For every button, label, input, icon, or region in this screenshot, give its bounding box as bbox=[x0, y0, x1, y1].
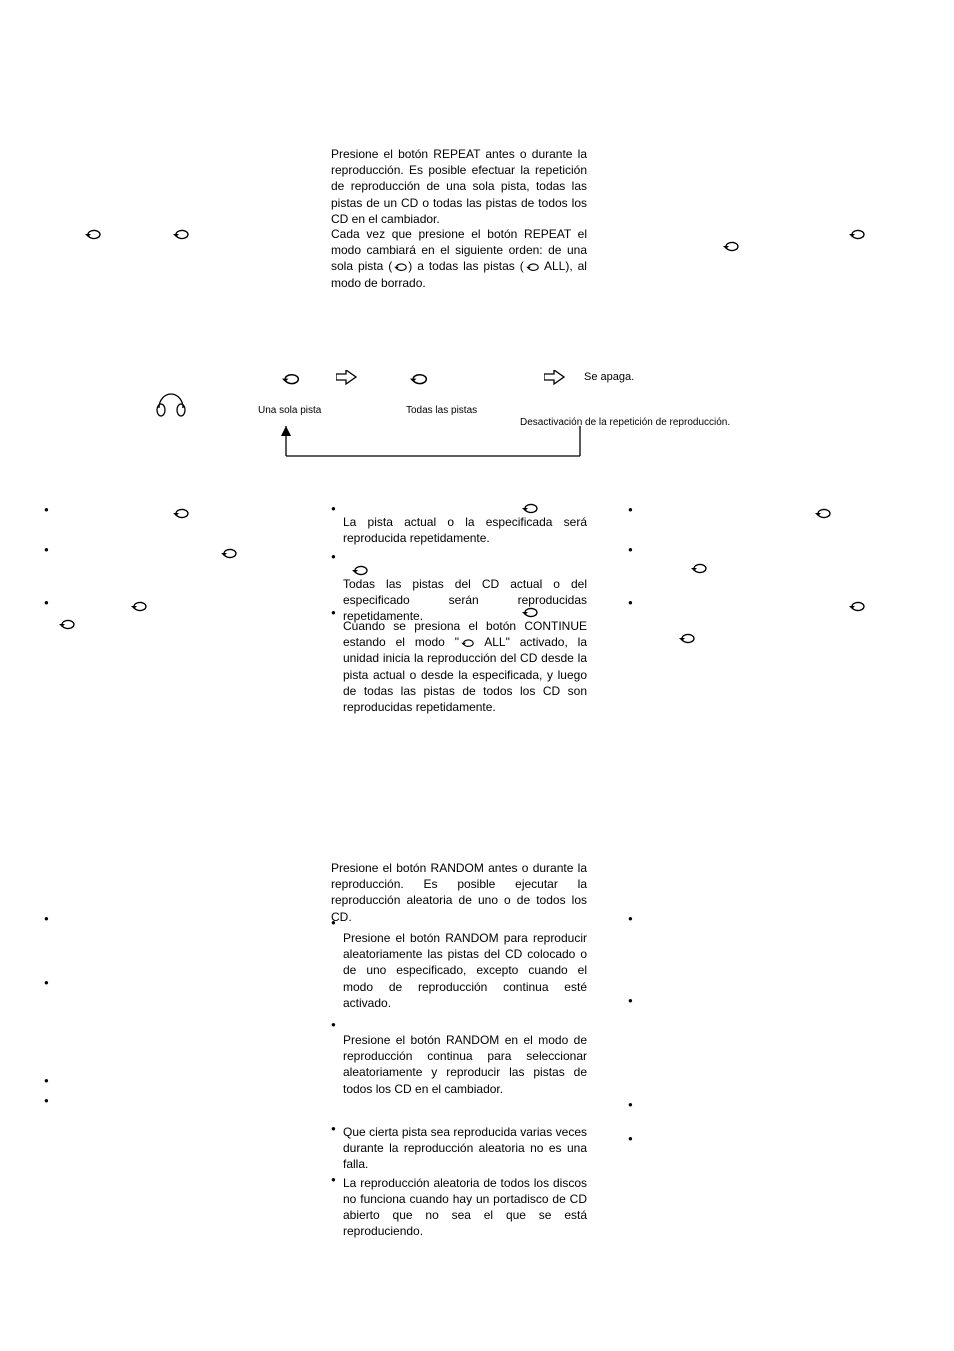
margin-bullet: ● bbox=[628, 545, 633, 556]
repeat-icon bbox=[720, 238, 740, 252]
repeat-icon bbox=[846, 598, 866, 612]
repeat-icon bbox=[349, 562, 369, 576]
random-notes: Que cierta pista sea reproducida varias … bbox=[331, 1124, 587, 1241]
return-line bbox=[280, 426, 590, 462]
margin-bullet: ● bbox=[44, 505, 49, 516]
repeat-icon bbox=[846, 226, 866, 240]
single-caption: Una sola pista bbox=[258, 404, 321, 418]
repeat-icon bbox=[56, 616, 76, 630]
repeat-intro: Presione el botón REPEAT antes o durante… bbox=[331, 146, 587, 227]
repeat-mode-continue: ● Cuando se presiona el botón CONTINUE e… bbox=[331, 604, 587, 715]
margin-bullet: ● bbox=[628, 914, 633, 925]
repeat-icon bbox=[812, 505, 832, 519]
repeat-mode-diagram: Se apaga. Una sola pista Todas las pista… bbox=[258, 370, 838, 480]
margin-bullet: ● bbox=[44, 978, 49, 989]
margin-bullet: ● bbox=[44, 1096, 49, 1107]
repeat-icon bbox=[170, 226, 190, 240]
repeat-icon bbox=[392, 262, 408, 272]
arrow-right-icon bbox=[336, 370, 360, 386]
repeat-icon bbox=[676, 630, 696, 644]
off-label: Se apaga. bbox=[584, 370, 634, 385]
margin-bullet: ● bbox=[628, 1134, 633, 1145]
margin-bullet: ● bbox=[44, 598, 49, 609]
all-caption: Todas las pistas bbox=[406, 404, 477, 418]
text: ALL bbox=[475, 635, 506, 649]
margin-bullet: ● bbox=[628, 996, 633, 1007]
repeat-icon bbox=[128, 598, 148, 612]
list-item: Que cierta pista sea reproducida varias … bbox=[331, 1124, 587, 1173]
random-all-disc: ● Presione el botón RANDOM en el modo de… bbox=[331, 1018, 587, 1097]
repeat-icon bbox=[688, 560, 708, 574]
repeat-icon bbox=[218, 545, 238, 559]
list-item: La reproducción aleatoria de todos los d… bbox=[331, 1175, 587, 1240]
repeat-icon bbox=[524, 262, 540, 272]
repeat-icon bbox=[406, 370, 430, 386]
repeat-icon bbox=[519, 500, 539, 514]
margin-bullet: ● bbox=[44, 914, 49, 925]
repeat-mode-cycle: Cada vez que presione el botón REPEAT el… bbox=[331, 226, 587, 291]
repeat-icon bbox=[278, 370, 302, 386]
arrow-right-icon bbox=[544, 370, 568, 386]
repeat-icon bbox=[82, 226, 102, 240]
repeat-icon bbox=[519, 604, 539, 618]
text: ) a todas las pistas ( bbox=[408, 259, 523, 273]
margin-bullet: ● bbox=[628, 1100, 633, 1111]
margin-bullet: ● bbox=[44, 545, 49, 556]
random-one-disc: ● Presione el botón RANDOM para reproduc… bbox=[331, 916, 587, 1011]
repeat-icon bbox=[170, 505, 190, 519]
headphones-icon bbox=[155, 388, 189, 420]
margin-bullet: ● bbox=[628, 598, 633, 609]
repeat-mode-single: ● La pista actual o la especificada será… bbox=[331, 500, 587, 546]
text: ALL bbox=[540, 259, 566, 273]
repeat-icon bbox=[459, 638, 475, 648]
margin-bullet: ● bbox=[44, 1076, 49, 1087]
margin-bullet: ● bbox=[628, 505, 633, 516]
